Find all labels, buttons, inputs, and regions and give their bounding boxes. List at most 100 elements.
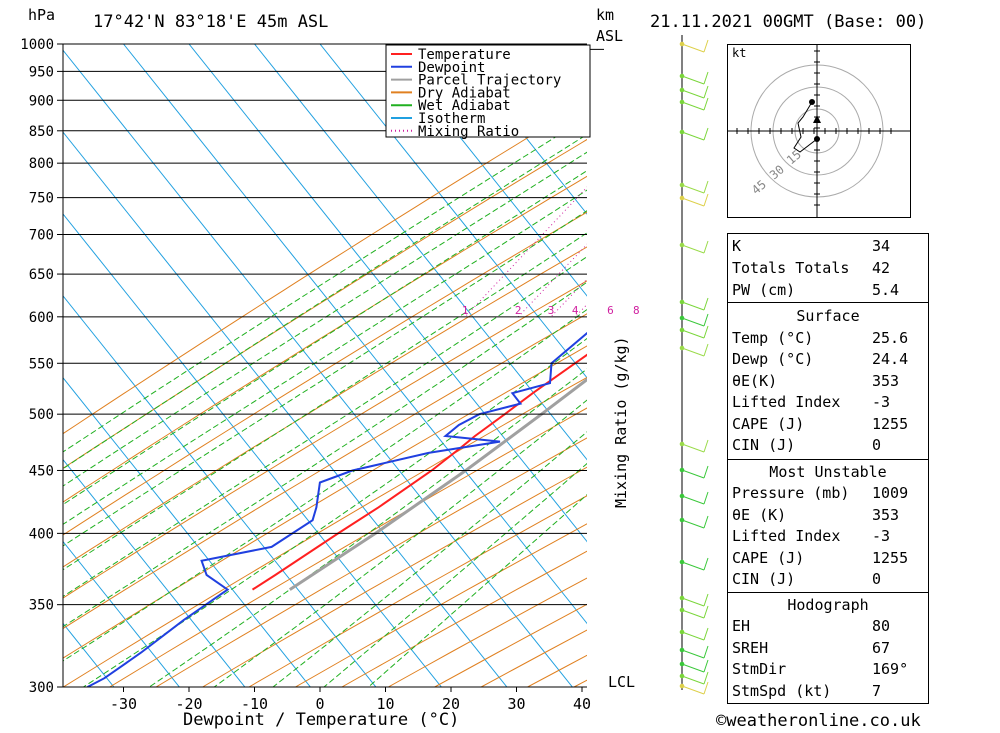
legend-entry: Mixing Ratio xyxy=(418,124,519,140)
wind-barb-flag xyxy=(703,465,709,479)
temp-tick-label: 30 xyxy=(507,695,525,713)
wind-barb-staff xyxy=(681,89,705,99)
wind-barb-staff xyxy=(681,75,705,85)
hodograph-point xyxy=(809,99,815,105)
x-axis-title: Dewpoint / Temperature (°C) xyxy=(183,710,460,730)
wind-barb-staff xyxy=(681,184,705,194)
temp-tick-label: 40 xyxy=(573,695,591,713)
mixing-ratio-label: 3 xyxy=(548,304,555,317)
surface-cape-value: 1255 xyxy=(872,415,909,433)
wet-adiabat-line xyxy=(82,337,587,687)
k-index-value: 34 xyxy=(872,237,891,255)
pressure-tick-label: 1000 xyxy=(20,37,54,53)
wet-adiabat-line xyxy=(63,189,587,525)
hodograph-ring-label: 45 xyxy=(749,177,769,197)
hodograph-stats-panel: Hodograph EH 80 SREH 67 StmDir 169° StmSpd … xyxy=(727,592,929,704)
temp-tick-label: -30 xyxy=(110,695,137,713)
stmspd-value: 7 xyxy=(872,682,882,700)
pressure-tick-label: 600 xyxy=(29,310,54,326)
isotherm-line xyxy=(63,376,311,687)
series-parcel-trajectory xyxy=(288,377,587,591)
isotherm-line xyxy=(254,44,587,461)
pw-label: PW (cm) xyxy=(732,281,796,299)
wind-barb-staff xyxy=(681,347,705,357)
wet-adiabat-line xyxy=(63,232,587,571)
isotherm-line xyxy=(188,44,587,543)
hodograph-point xyxy=(814,136,820,142)
legend-entry: Isotherm xyxy=(418,111,485,127)
hodograph-stats-title: Hodograph xyxy=(787,596,869,614)
mu-pressure-value: 1009 xyxy=(872,484,909,502)
legend-entry: Wet Adiabat xyxy=(418,98,511,114)
temp-tick-label: 0 xyxy=(315,695,324,713)
wind-barb-flag xyxy=(703,491,709,505)
skewt-svg: 1234681015202530035040045050055060065070… xyxy=(20,37,640,713)
mixing-ratio-label: 1 xyxy=(462,304,469,317)
surface-thetae-label: θE(K) xyxy=(732,372,778,390)
isotherm-line xyxy=(319,44,587,379)
stmdir-label: StmDir xyxy=(732,660,787,678)
isotherm-line xyxy=(63,295,377,687)
wind-barb-flag xyxy=(703,180,709,194)
wind-barb-staff xyxy=(681,101,705,111)
wind-barb-flag xyxy=(703,240,709,254)
wind-barb-flag xyxy=(703,39,709,53)
mu-li-label: Lifted Index xyxy=(732,527,841,545)
surface-dewp-label: Dewp (°C) xyxy=(732,350,814,368)
mu-cin-value: 0 xyxy=(872,570,882,588)
wind-barbs-svg xyxy=(679,35,709,695)
isotherm-line xyxy=(63,622,115,687)
indices-panel: K 34 Totals Totals 42 PW (cm) 5.4 xyxy=(727,233,929,303)
pressure-tick-label: 400 xyxy=(29,526,54,542)
wind-barb-staff xyxy=(681,43,705,53)
pressure-tick-label: 300 xyxy=(29,680,54,696)
datetime-title: 21.11.2021 00GMT (Base: 00) xyxy=(650,12,927,32)
wind-barb-flag xyxy=(703,593,709,607)
storm-motion-marker xyxy=(813,115,821,123)
pressure-tick-label: 450 xyxy=(29,463,54,479)
surface-cin-label: CIN (J) xyxy=(732,436,796,454)
wind-barb-staff xyxy=(681,244,705,254)
pressure-tick-label: 850 xyxy=(29,124,54,140)
mu-cape-label: CAPE (J) xyxy=(732,549,805,567)
skewt-chart: 1234681015202530035040045050055060065070… xyxy=(20,37,640,713)
eh-label: EH xyxy=(732,617,751,635)
surface-panel: Surface Temp (°C) 25.6 Dewp (°C) 24.4 θE(K… xyxy=(727,302,929,460)
pressure-tick-label: 950 xyxy=(29,64,54,80)
wet-adiabat-line xyxy=(63,151,587,487)
wind-barb-flag xyxy=(703,515,709,529)
stmspd-label: StmSpd (kt) xyxy=(732,682,832,700)
stmdir-value: 169° xyxy=(872,660,909,678)
wind-barb-flag xyxy=(703,193,709,207)
mu-pressure-label: Pressure (mb) xyxy=(732,484,850,502)
pressure-tick-label: 750 xyxy=(29,191,54,207)
wind-barb-staff xyxy=(681,631,705,641)
wet-adiabat-line xyxy=(63,133,587,470)
isotherm-line xyxy=(385,44,587,297)
mu-li-value: -3 xyxy=(872,527,891,545)
wind-barb-flag xyxy=(703,127,709,141)
surface-li-value: -3 xyxy=(872,393,891,411)
wind-barb-staff xyxy=(681,131,705,141)
isotherm-line xyxy=(123,44,587,625)
dry-adiabat-line xyxy=(63,313,587,630)
surface-li-label: Lifted Index xyxy=(732,393,841,411)
eh-value: 80 xyxy=(872,617,891,635)
wind-barb-flag xyxy=(703,645,709,659)
legend-entry: Dry Adiabat xyxy=(418,85,511,101)
wind-barb-staff xyxy=(681,197,705,207)
wind-barb-flag xyxy=(703,659,709,673)
wind-barb-flag xyxy=(703,671,709,685)
wind-barb-flag xyxy=(703,439,709,453)
wind-barb-staff xyxy=(681,469,705,479)
isotherm-line xyxy=(450,44,587,215)
pressure-tick-label: 800 xyxy=(29,156,54,172)
mixing-ratio-label: 8 xyxy=(633,304,640,317)
wind-barb-flag xyxy=(703,71,709,85)
totals-value: 42 xyxy=(872,259,891,277)
mixing-ratio-label: 2 xyxy=(515,304,522,317)
surface-thetae-value: 353 xyxy=(872,372,900,390)
wind-barb-staff xyxy=(681,519,705,529)
plot-area xyxy=(63,44,587,687)
pressure-tick-label: 650 xyxy=(29,267,54,283)
